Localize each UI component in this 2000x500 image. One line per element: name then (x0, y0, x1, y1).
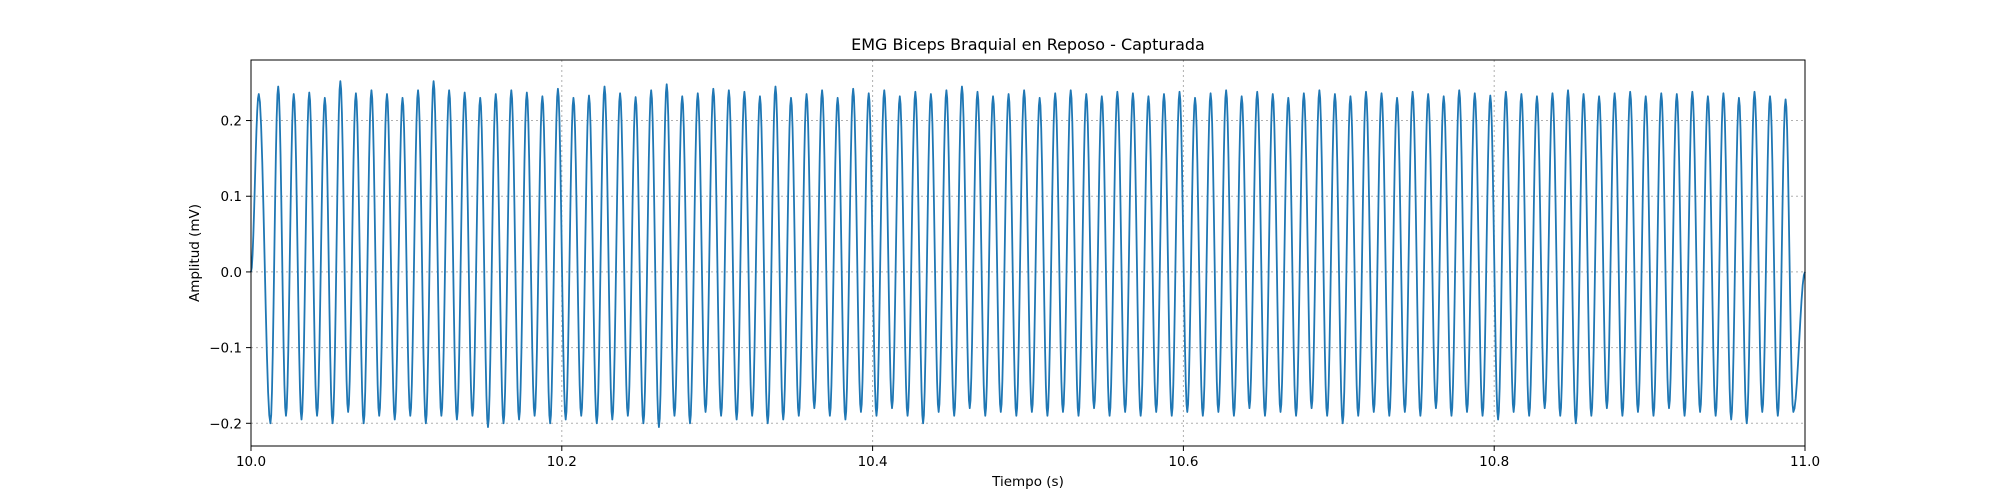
y-tick-label: 0.2 (221, 114, 242, 130)
y-tick-label: −0.2 (209, 416, 242, 432)
y-tick-label: 0.0 (221, 265, 242, 281)
y-tick-label: 0.1 (221, 189, 242, 205)
x-tick-label: 10.4 (858, 454, 888, 470)
x-tick-label: 11.0 (1790, 454, 1820, 470)
series-line-emg (250, 80, 1806, 428)
x-axis-ticks: 10.0 10.2 10.4 10.6 10.8 11.0 (236, 446, 1820, 470)
y-axis-label: Amplitud (mV) (187, 204, 203, 302)
chart-title: EMG Biceps Braquial en Reposo - Capturad… (851, 35, 1205, 54)
x-tick-label: 10.0 (236, 454, 266, 470)
x-tick-label: 10.8 (1479, 454, 1509, 470)
y-tick-label: −0.1 (209, 341, 242, 357)
x-tick-label: 10.6 (1168, 454, 1198, 470)
x-tick-label: 10.2 (547, 454, 577, 470)
y-axis-ticks: −0.2 −0.1 0.0 0.1 0.2 (209, 114, 251, 432)
x-axis-label: Tiempo (s) (991, 474, 1064, 490)
plot-frame (250, 59, 1806, 447)
